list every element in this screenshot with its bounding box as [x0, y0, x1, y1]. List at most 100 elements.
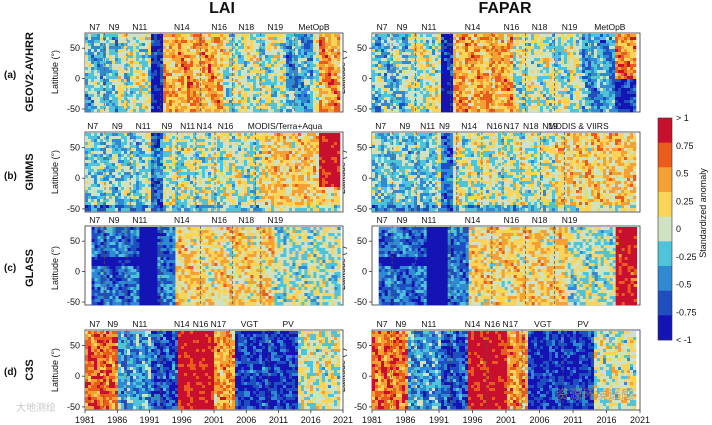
- heatmap-cell: [543, 49, 547, 53]
- heatmap-cell: [396, 103, 400, 107]
- heatmap-cell: [295, 46, 299, 50]
- heatmap-cell: [307, 55, 311, 59]
- heatmap-cell: [633, 91, 637, 95]
- heatmap-cell: [396, 34, 400, 38]
- heatmap-cell: [244, 70, 248, 74]
- heatmap-cell: [283, 52, 287, 56]
- heatmap-cell: [474, 94, 478, 98]
- heatmap-cell: [256, 40, 260, 44]
- heatmap-cell: [597, 82, 601, 86]
- heatmap-cell: [513, 49, 517, 53]
- heatmap-cell: [268, 40, 272, 44]
- heatmap-cell: [337, 97, 341, 101]
- heatmap-cell: [573, 49, 577, 53]
- heatmap-cell: [618, 67, 622, 71]
- heatmap-cell: [630, 67, 634, 71]
- heatmap-cell: [381, 46, 385, 50]
- heatmap-cell: [100, 142, 104, 146]
- heatmap-cell: [187, 94, 191, 98]
- heatmap-cell: [199, 91, 203, 95]
- heatmap-cell: [378, 61, 382, 65]
- heatmap-cell: [402, 106, 406, 110]
- heatmap-cell: [88, 88, 92, 92]
- heatmap-cell: [304, 100, 308, 104]
- heatmap-cell: [558, 79, 562, 83]
- heatmap-cell: [211, 70, 215, 74]
- heatmap-cell: [91, 76, 95, 80]
- heatmap-cell: [504, 61, 508, 65]
- heatmap-cell: [372, 103, 376, 107]
- heatmap-cell: [528, 49, 532, 53]
- heatmap-cell: [133, 64, 137, 68]
- heatmap-cell: [127, 139, 131, 143]
- heatmap-cell: [196, 58, 200, 62]
- heatmap-cell: [573, 94, 577, 98]
- heatmap-cell: [124, 94, 128, 98]
- heatmap-cell: [118, 148, 122, 152]
- heatmap-cell: [94, 67, 98, 71]
- heatmap-cell: [534, 64, 538, 68]
- heatmap-cell: [507, 106, 511, 110]
- heatmap-cell: [441, 109, 445, 113]
- heatmap-cell: [331, 73, 335, 77]
- heatmap-cell: [196, 94, 200, 98]
- heatmap-cell: [450, 76, 454, 80]
- heatmap-cell: [423, 43, 427, 47]
- heatmap-cell: [597, 76, 601, 80]
- heatmap-cell: [190, 97, 194, 101]
- heatmap-cell: [202, 64, 206, 68]
- heatmap-cell: [88, 106, 92, 110]
- heatmap-cell: [268, 52, 272, 56]
- heatmap-cell: [423, 79, 427, 83]
- heatmap-cell: [283, 91, 287, 95]
- heatmap-cell: [127, 67, 131, 71]
- heatmap-cell: [621, 103, 625, 107]
- heatmap-cell: [462, 76, 466, 80]
- heatmap-cell: [193, 79, 197, 83]
- heatmap-cell: [561, 106, 565, 110]
- heatmap-cell: [166, 52, 170, 56]
- heatmap-cell: [97, 181, 101, 185]
- heatmap-cell: [217, 76, 221, 80]
- heatmap-cell: [118, 184, 122, 188]
- heatmap-cell: [606, 79, 610, 83]
- heatmap-cell: [591, 61, 595, 65]
- heatmap-cell: [88, 67, 92, 71]
- heatmap-cell: [199, 85, 203, 89]
- heatmap-cell: [163, 88, 167, 92]
- heatmap-cell: [214, 79, 218, 83]
- heatmap-cell: [618, 37, 622, 41]
- heatmap-cell: [459, 76, 463, 80]
- heatmap-cell: [238, 58, 242, 62]
- heatmap-cell: [208, 37, 212, 41]
- heatmap-cell: [196, 70, 200, 74]
- heatmap-cell: [226, 109, 230, 113]
- heatmap-cell: [109, 184, 113, 188]
- heatmap-cell: [432, 106, 436, 110]
- heatmap-cell: [603, 82, 607, 86]
- heatmap-cell: [175, 82, 179, 86]
- heatmap-cell: [157, 88, 161, 92]
- heatmap-cell: [85, 136, 89, 140]
- heatmap-cell: [163, 100, 167, 104]
- heatmap-cell: [405, 103, 409, 107]
- heatmap-cell: [432, 79, 436, 83]
- heatmap-cell: [384, 34, 388, 38]
- heatmap-cell: [597, 67, 601, 71]
- heatmap-cell: [381, 55, 385, 59]
- heatmap-cell: [94, 64, 98, 68]
- heatmap-cell: [154, 91, 158, 95]
- heatmap-cell: [516, 70, 520, 74]
- heatmap-cell: [124, 73, 128, 77]
- heatmap-cell: [268, 100, 272, 104]
- heatmap-cell: [157, 106, 161, 110]
- heatmap-cell: [274, 88, 278, 92]
- heatmap-cell: [561, 34, 565, 38]
- heatmap-cell: [178, 70, 182, 74]
- heatmap-cell: [304, 85, 308, 89]
- heatmap-cell: [543, 76, 547, 80]
- heatmap-cell: [588, 46, 592, 50]
- heatmap-cell: [145, 97, 149, 101]
- heatmap-cell: [331, 106, 335, 110]
- heatmap-cell: [417, 61, 421, 65]
